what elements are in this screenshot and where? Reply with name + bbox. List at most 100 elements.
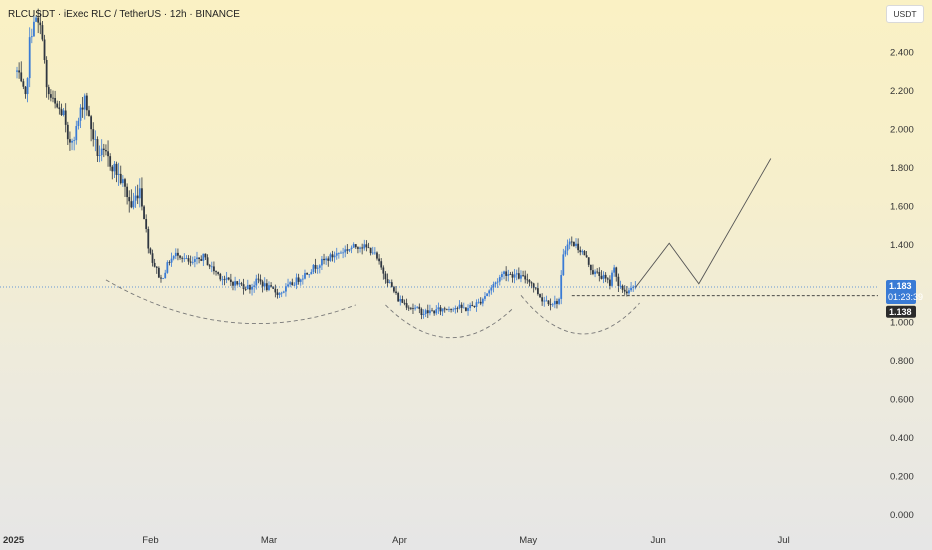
candle-body — [208, 265, 211, 267]
candle-body — [291, 282, 294, 286]
candle-body — [145, 219, 148, 229]
candle-body — [193, 259, 196, 262]
candle-body — [412, 308, 414, 309]
candle-body — [454, 307, 457, 310]
candle-body — [486, 293, 488, 297]
candle-body — [503, 271, 505, 275]
candle-body — [54, 98, 57, 104]
candle-body — [592, 270, 594, 275]
candle-body — [177, 252, 179, 256]
candle-body — [484, 296, 486, 299]
candle-body — [155, 266, 158, 268]
y-tick-label: 0.600 — [890, 394, 914, 405]
candle-body — [128, 197, 131, 202]
candle-body — [56, 103, 59, 108]
candle-body — [37, 17, 40, 23]
candle-body — [238, 283, 241, 285]
candle-body — [473, 305, 476, 307]
candle-body — [306, 273, 308, 275]
candle-body — [308, 274, 311, 276]
candle-body — [119, 173, 122, 184]
candle-body — [445, 309, 448, 311]
candle-body — [327, 258, 330, 261]
candle-body — [376, 252, 378, 259]
candle-body — [439, 307, 442, 312]
candle-body — [185, 258, 188, 259]
candle-body — [181, 257, 184, 259]
candle-body — [553, 301, 556, 305]
candle-body — [312, 264, 315, 272]
candle-body — [462, 307, 465, 309]
candle-body — [41, 25, 44, 40]
candle-body — [630, 288, 632, 291]
candle-body — [111, 166, 114, 172]
candle-body — [420, 308, 423, 316]
x-tick-label: Jun — [650, 535, 665, 546]
candle-body — [153, 262, 156, 267]
candle-body — [498, 277, 501, 282]
candle-body — [301, 278, 304, 280]
candle-body — [39, 22, 42, 26]
candle-body — [236, 281, 239, 285]
candle-body — [100, 148, 103, 156]
y-tick-label: 1.000 — [890, 317, 914, 328]
candle-body — [310, 271, 313, 275]
candle-body — [577, 243, 580, 251]
candle-body — [20, 72, 23, 82]
candle-body — [43, 39, 46, 60]
candle-body — [558, 298, 560, 304]
candle-body — [18, 70, 21, 73]
candle-body — [90, 116, 93, 130]
candle-body — [397, 293, 400, 302]
chart-title: RLCUSDT · iExec RLC / TetherUS · 12h · B… — [8, 9, 240, 20]
candle-body — [141, 188, 143, 207]
candle-body — [257, 278, 260, 280]
support-badge — [886, 305, 916, 318]
candle-body — [575, 243, 577, 246]
candle-body — [581, 251, 584, 253]
y-tick-label: 1.800 — [890, 163, 914, 174]
candle-body — [352, 244, 355, 248]
candle-body — [164, 272, 167, 279]
countdown-label: 01:23:39 — [888, 292, 923, 302]
candle-body — [187, 258, 190, 262]
candle-body — [363, 244, 366, 249]
candle-body — [79, 107, 82, 121]
candle-body — [359, 247, 361, 249]
candle-body — [541, 297, 544, 302]
candle-body — [88, 110, 90, 117]
candle-body — [448, 309, 450, 310]
candle-body — [393, 286, 395, 292]
candle-body — [297, 277, 300, 282]
candle-body — [240, 283, 243, 285]
candle-body — [564, 250, 567, 255]
candle-body — [401, 299, 404, 303]
candle-body — [147, 228, 150, 249]
candle-body — [62, 110, 65, 116]
projection-path — [634, 158, 772, 288]
candle-body — [263, 283, 266, 287]
y-tick-label: 1.600 — [890, 202, 914, 213]
y-tick-label: 2.000 — [890, 125, 914, 136]
candle-body — [399, 299, 402, 302]
candle-body — [124, 179, 126, 187]
candle-body — [384, 273, 387, 280]
candle-body — [568, 241, 571, 245]
candle-body — [329, 254, 332, 261]
candle-body — [361, 247, 364, 249]
candle-body — [179, 255, 181, 258]
candle-body — [617, 276, 620, 286]
candle-body — [323, 258, 325, 261]
candle-body — [282, 291, 285, 293]
currency-button[interactable]: USDT — [886, 5, 924, 23]
candle-body — [85, 95, 88, 111]
candle-body — [460, 304, 463, 308]
candle-body — [481, 298, 484, 304]
candle-body — [98, 155, 101, 156]
support-price-label: 1.138 — [889, 307, 912, 317]
candle-body — [373, 252, 376, 254]
candle-body — [477, 301, 480, 303]
x-tick-label: Jul — [778, 535, 790, 546]
